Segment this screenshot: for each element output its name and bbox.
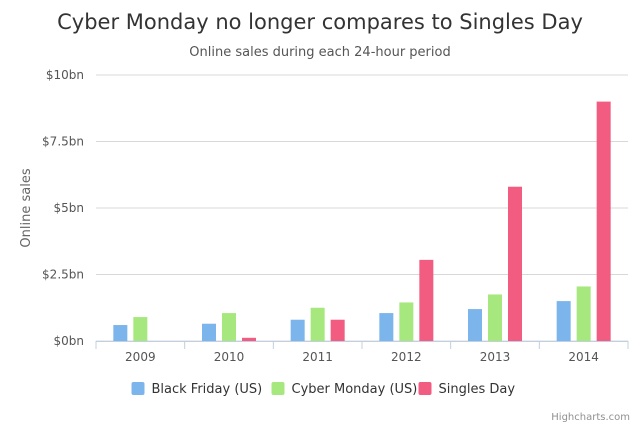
x-axis: 2009 2010 2011 2012 2013 2014: [95, 341, 629, 364]
bar[interactable]: [419, 259, 434, 341]
bar[interactable]: [468, 309, 482, 341]
x-tick-label: 2012: [391, 350, 422, 364]
bar[interactable]: [242, 337, 256, 341]
legend: Black Friday (US) Cyber Monday (US) Single…: [131, 382, 516, 397]
bar[interactable]: [290, 319, 305, 341]
y-tick-label: $7.5bn: [42, 135, 84, 149]
bars: [113, 101, 611, 341]
chart-subtitle: Online sales during each 24-hour period: [189, 45, 450, 60]
legend-label: Singles Day: [439, 382, 516, 397]
legend-label: Cyber Monday (US): [292, 382, 418, 397]
bar[interactable]: [133, 317, 148, 341]
y-tick-label: $10bn: [46, 68, 84, 82]
legend-swatch: [271, 382, 285, 395]
y-tick-label: $0bn: [54, 334, 85, 348]
x-tick-label: 2014: [568, 350, 599, 364]
legend-item[interactable]: Singles Day: [418, 382, 516, 397]
y-axis-label: Online sales: [19, 168, 34, 247]
bar[interactable]: [202, 323, 216, 341]
bar[interactable]: [330, 319, 345, 341]
bar[interactable]: [488, 294, 502, 341]
legend-item[interactable]: Black Friday (US): [131, 382, 263, 397]
bar[interactable]: [113, 325, 128, 341]
bar[interactable]: [556, 301, 571, 341]
legend-label: Black Friday (US): [152, 382, 263, 397]
x-tick-label: 2009: [125, 350, 156, 364]
y-axis-ticks: $0bn $2.5bn $5bn $7.5bn $10bn: [42, 68, 84, 348]
y-tick-label: $5bn: [54, 201, 85, 215]
bar[interactable]: [222, 313, 236, 341]
bar[interactable]: [379, 313, 394, 341]
x-tick-label: 2011: [302, 350, 333, 364]
gridlines: [96, 74, 628, 342]
chart-title: Cyber Monday no longer compares to Singl…: [57, 10, 583, 34]
y-tick-label: $2.5bn: [42, 268, 84, 282]
credits-link[interactable]: Highcharts.com: [551, 412, 630, 423]
legend-item[interactable]: Cyber Monday (US): [271, 382, 418, 397]
legend-swatch: [131, 382, 145, 395]
bar[interactable]: [576, 286, 591, 341]
x-tick-label: 2013: [480, 350, 511, 364]
bar[interactable]: [596, 101, 611, 341]
bar[interactable]: [399, 302, 414, 341]
bar[interactable]: [508, 186, 522, 341]
bar[interactable]: [310, 307, 325, 341]
x-tick-label: 2010: [214, 350, 245, 364]
legend-swatch: [418, 382, 432, 395]
